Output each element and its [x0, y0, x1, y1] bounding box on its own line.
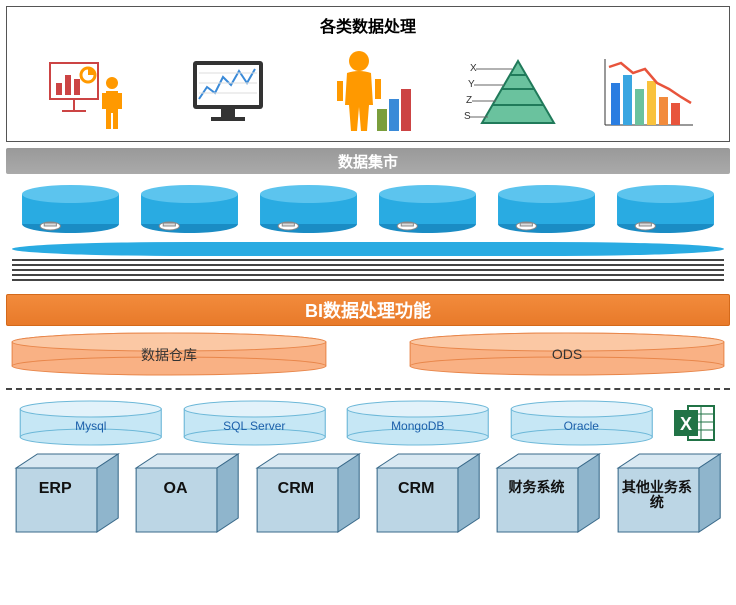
- cube-label: 其他业务系统: [620, 480, 694, 511]
- cube-label: CRM: [259, 480, 333, 498]
- oracle-cylinder: Oracle: [509, 400, 655, 446]
- system-cube-finance: 财务系统: [495, 452, 601, 534]
- data-mart-db: [139, 184, 240, 234]
- svg-text:S: S: [464, 111, 471, 122]
- source-db-row: Mysql SQL Server MongoDB Oracle X: [6, 400, 730, 446]
- blue-slab: [12, 242, 724, 256]
- section-title: 各类数据处理: [19, 11, 717, 43]
- data-mart-databases: /*generated below via template*/: [6, 180, 730, 238]
- system-cube-erp: ERP: [14, 452, 120, 534]
- sqlserver-cylinder: SQL Server: [182, 400, 328, 446]
- svg-text:X: X: [680, 414, 692, 434]
- trend-bars-icon: [577, 53, 717, 133]
- cube-label: CRM: [379, 480, 453, 498]
- cube-label: 财务系统: [499, 480, 573, 495]
- ods-cylinder: ODS: [408, 332, 726, 376]
- db-label: MongoDB: [345, 419, 491, 433]
- system-cube-other: 其他业务系统: [616, 452, 722, 534]
- cube-label: ERP: [18, 480, 92, 498]
- warehouse-row: 数据仓库 ODS: [6, 332, 730, 382]
- data-mart-db: [377, 184, 478, 234]
- mongodb-cylinder: MongoDB: [345, 400, 491, 446]
- data-mart-db: [258, 184, 359, 234]
- bi-processing-bar: BI数据处理功能: [6, 294, 730, 326]
- processing-icons-row: X Y Z S: [19, 43, 717, 133]
- processing-types-section: 各类数据处理: [6, 6, 730, 142]
- data-mart-db: [615, 184, 716, 234]
- transport-layer: [6, 238, 730, 288]
- monitor-chart-icon: [159, 53, 299, 133]
- data-warehouse-cylinder: 数据仓库: [10, 332, 328, 376]
- cube-label: OA: [138, 480, 212, 498]
- excel-icon: X: [672, 400, 718, 446]
- db-label: Oracle: [509, 419, 655, 433]
- ods-label: ODS: [408, 347, 726, 363]
- svg-text:Z: Z: [466, 95, 472, 106]
- diagram-root: 各类数据处理: [0, 0, 736, 544]
- system-cube-crm1: CRM: [255, 452, 361, 534]
- db-label: SQL Server: [182, 419, 328, 433]
- system-cube-crm2: CRM: [375, 452, 481, 534]
- source-systems-row: ERP OA CRM CRM 财务系统 其他业务系统: [6, 446, 730, 538]
- dw-label: 数据仓库: [10, 345, 328, 365]
- data-mart-db: [496, 184, 597, 234]
- db-label: Mysql: [18, 419, 164, 433]
- businessman-bars-icon: [298, 47, 438, 133]
- mysql-cylinder: Mysql: [18, 400, 164, 446]
- pyramid-icon: X Y Z S: [438, 53, 578, 133]
- data-mart-bar: 数据集市: [6, 148, 730, 174]
- svg-text:Y: Y: [468, 79, 475, 90]
- section-divider: [6, 388, 730, 390]
- system-cube-oa: OA: [134, 452, 240, 534]
- svg-text:X: X: [470, 63, 477, 74]
- data-mart-db: [20, 184, 121, 234]
- presenter-chart-icon: [19, 53, 159, 133]
